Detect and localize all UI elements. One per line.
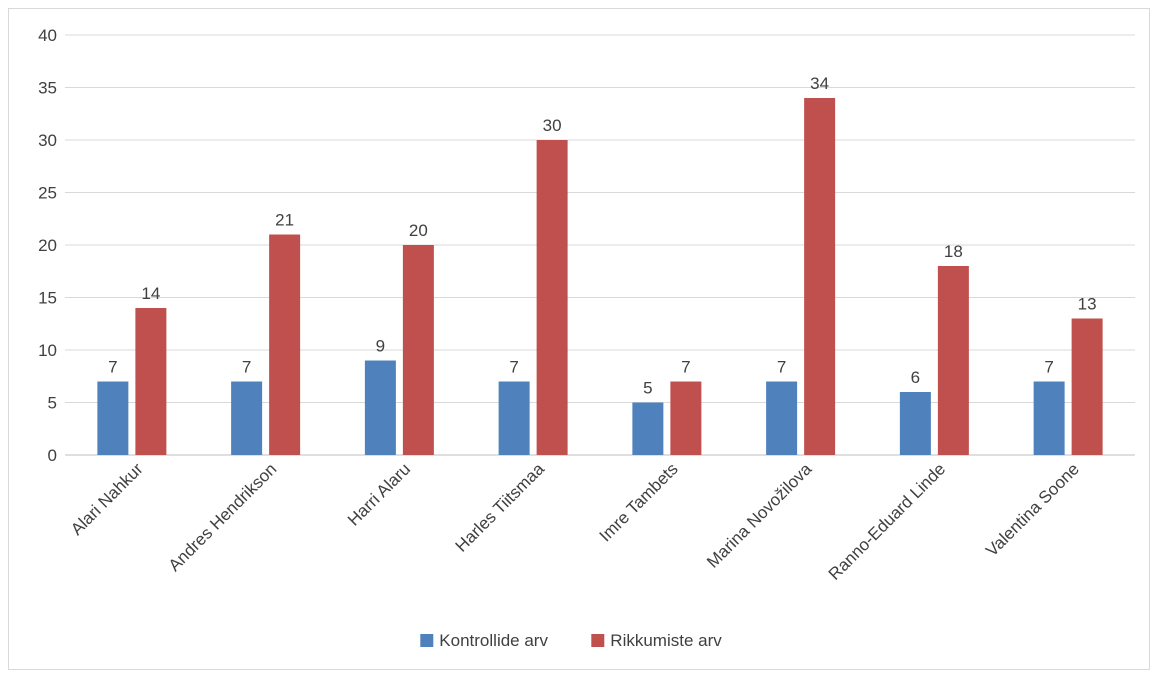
data-label: 34 — [810, 74, 829, 93]
y-tick-label: 5 — [48, 394, 57, 413]
y-tick-label: 35 — [38, 79, 57, 98]
data-label: 5 — [643, 379, 652, 398]
y-tick-label: 25 — [38, 184, 57, 203]
bar-rikkumiste — [135, 308, 166, 455]
bar-kontrollide — [766, 382, 797, 456]
bar-rikkumiste — [269, 235, 300, 456]
y-tick-label: 10 — [38, 341, 57, 360]
data-label: 7 — [509, 358, 518, 377]
bar-rikkumiste — [670, 382, 701, 456]
legend-label: Rikkumiste arv — [610, 631, 722, 650]
category-labels: Alari Nahkur Andres Hendrikson Harri Alaru… — [67, 459, 1083, 584]
category-label: Harles Tiitsmaa — [452, 459, 549, 556]
bar-rikkumiste — [403, 245, 434, 455]
data-label: 7 — [681, 358, 690, 377]
bars — [97, 98, 1102, 455]
category-label: Valentina Soone — [982, 459, 1083, 560]
bar-kontrollide — [499, 382, 530, 456]
data-label: 6 — [911, 368, 920, 387]
legend: Kontrollide arv Rikkumiste arv — [420, 631, 722, 650]
gridlines — [65, 35, 1135, 455]
bar-kontrollide — [632, 403, 663, 456]
y-tick-label: 15 — [38, 289, 57, 308]
data-label: 18 — [944, 242, 963, 261]
category-label: Marina Novožilova — [703, 459, 816, 572]
data-label: 13 — [1078, 295, 1097, 314]
category-label: Andres Hendrikson — [165, 459, 281, 575]
y-tick-label: 0 — [48, 446, 57, 465]
legend-swatch — [420, 634, 433, 647]
category-label: Alari Nahkur — [67, 459, 147, 539]
data-label: 14 — [141, 284, 160, 303]
bar-rikkumiste — [537, 140, 568, 455]
bar-kontrollide — [365, 361, 396, 456]
bar-kontrollide — [231, 382, 262, 456]
data-label: 20 — [409, 221, 428, 240]
bar-rikkumiste — [938, 266, 969, 455]
y-tick-label: 20 — [38, 236, 57, 255]
data-label: 21 — [275, 211, 294, 230]
data-label: 7 — [1044, 358, 1053, 377]
data-label: 7 — [242, 358, 251, 377]
bar-kontrollide — [97, 382, 128, 456]
bar-rikkumiste — [1072, 319, 1103, 456]
category-label: Harri Alaru — [344, 459, 414, 529]
data-label: 30 — [543, 116, 562, 135]
y-tick-label: 30 — [38, 131, 57, 150]
data-label: 7 — [777, 358, 786, 377]
data-label: 9 — [376, 337, 385, 356]
bar-kontrollide — [1034, 382, 1065, 456]
y-axis-tick-labels: 0 5 10 15 20 25 30 35 40 — [38, 26, 57, 465]
category-label: Ranno-Eduard Linde — [825, 459, 949, 583]
y-tick-label: 40 — [38, 26, 57, 45]
legend-label: Kontrollide arv — [439, 631, 548, 650]
category-label: Imre Tambets — [596, 459, 682, 545]
bar-kontrollide — [900, 392, 931, 455]
legend-swatch — [591, 634, 604, 647]
bar-rikkumiste — [804, 98, 835, 455]
data-label: 7 — [108, 358, 117, 377]
